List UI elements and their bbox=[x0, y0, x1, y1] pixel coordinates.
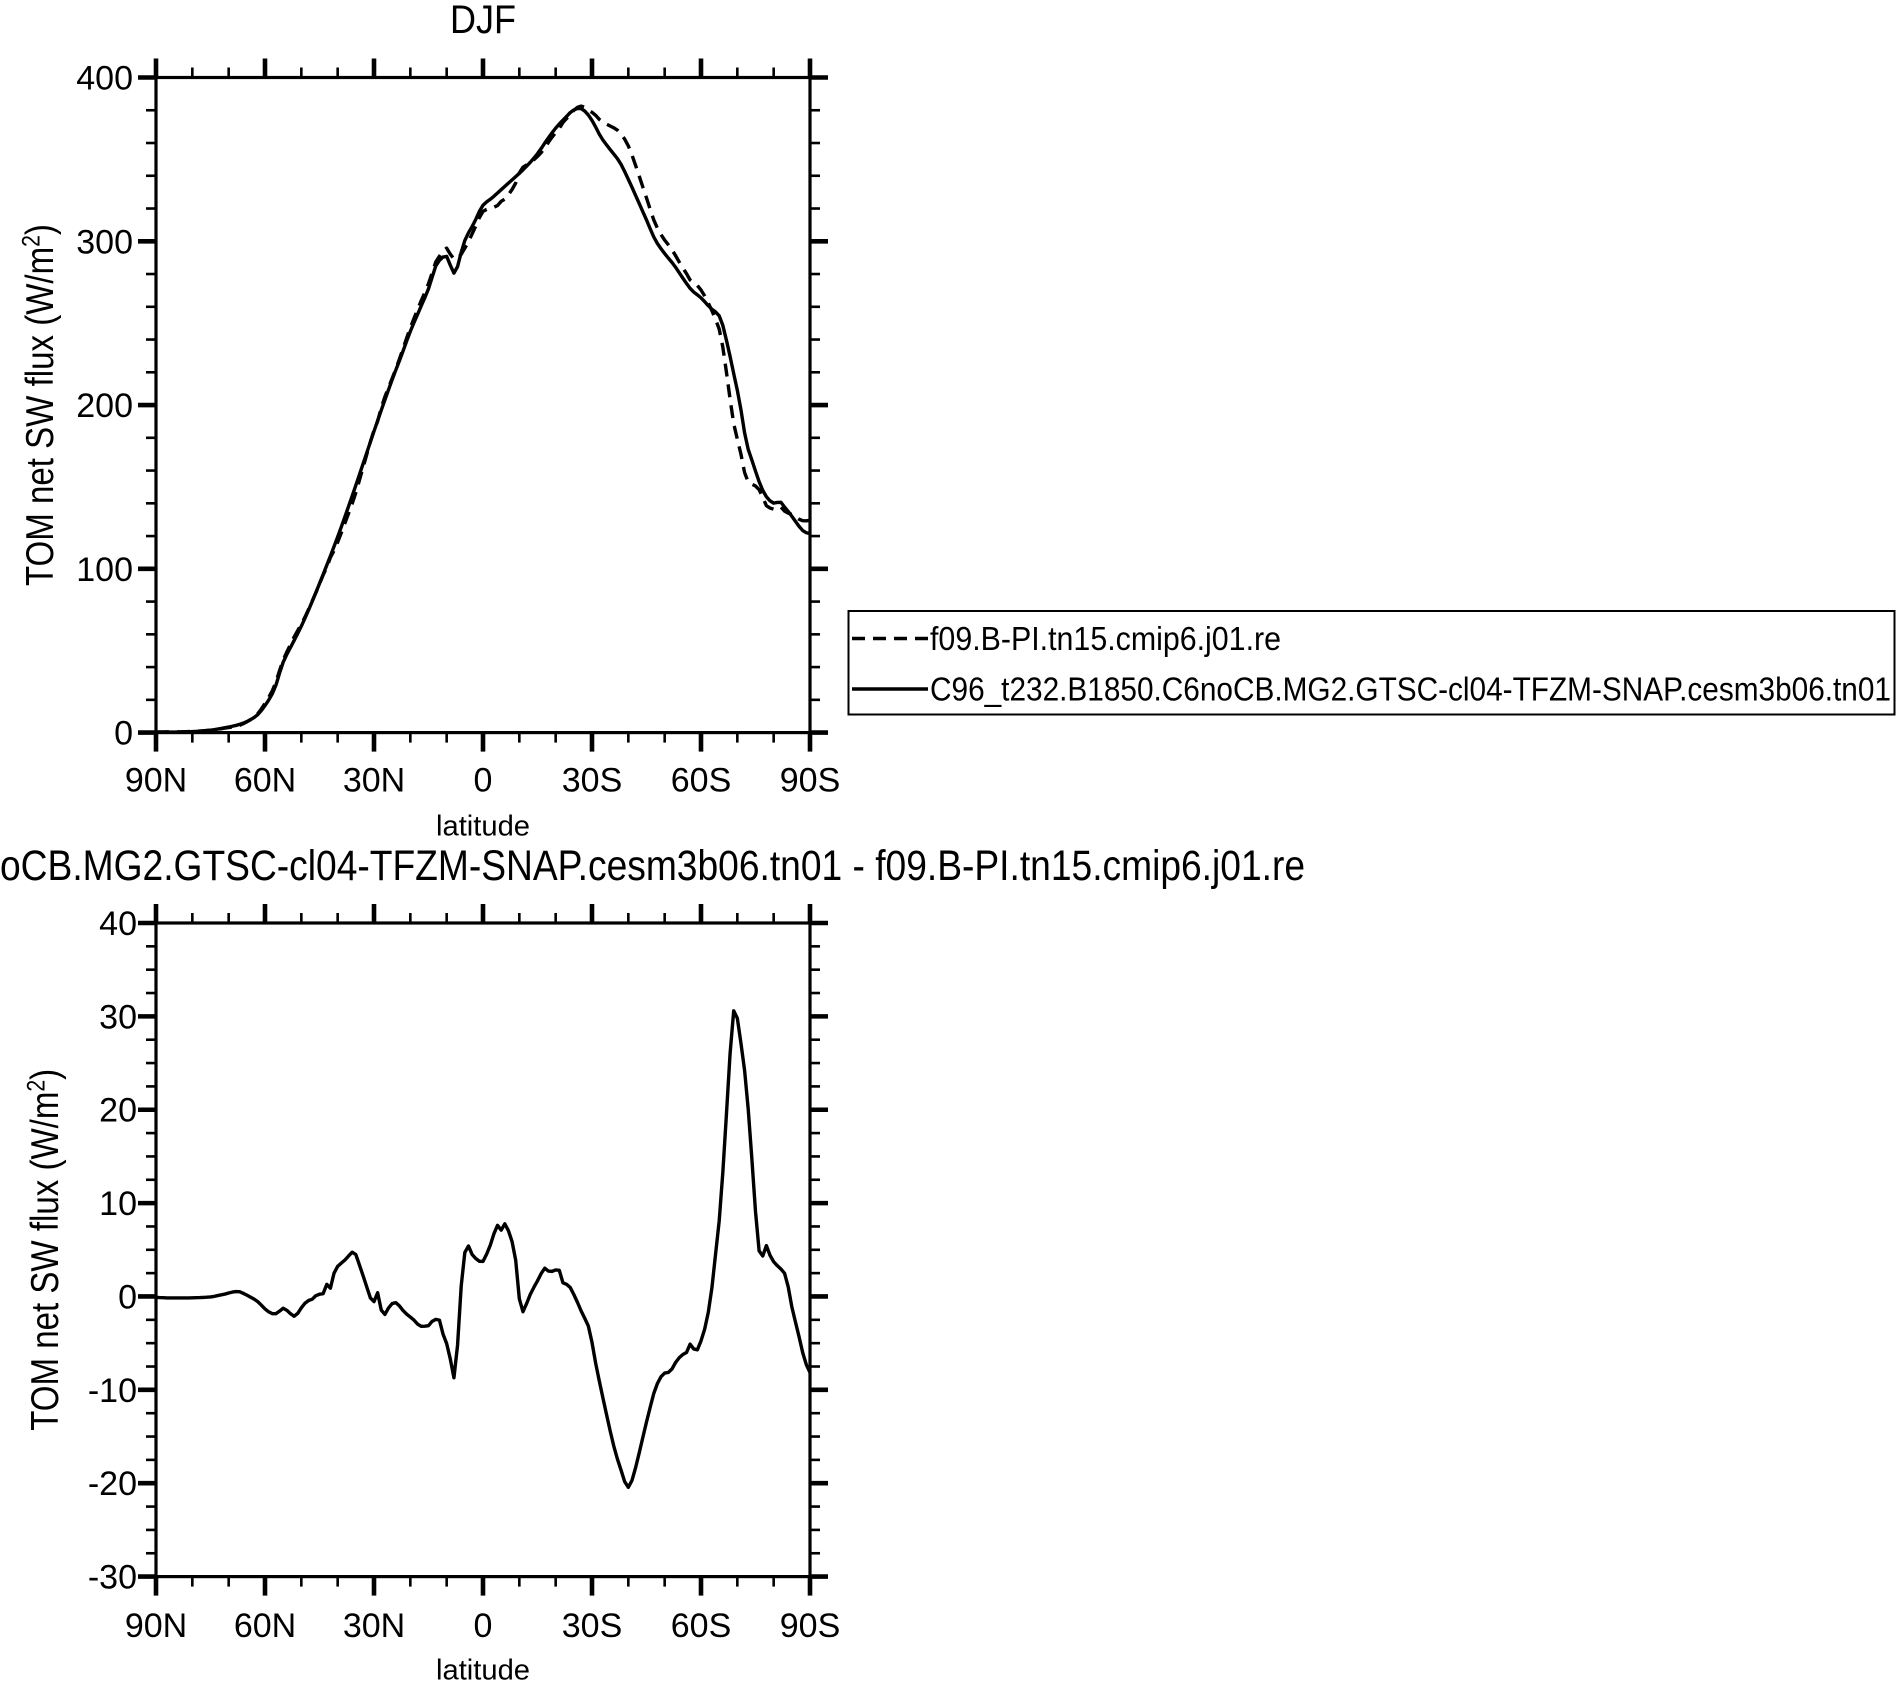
top-panel-y-tick-label: 400 bbox=[76, 60, 133, 98]
top-panel-y-tick-label: 200 bbox=[76, 387, 133, 425]
bottom-panel-x-tick-label: 30S bbox=[562, 1607, 623, 1645]
bottom-panel-x-tick-label: 90N bbox=[125, 1607, 187, 1645]
bottom-panel-y-tick-label: -30 bbox=[88, 1559, 137, 1597]
top-panel-series-solid bbox=[156, 106, 811, 734]
top-panel-x-tick-label: 90S bbox=[780, 762, 841, 800]
bottom-panel-series-solid bbox=[155, 1009, 812, 1490]
bottom-panel-x-tick-label: 60N bbox=[234, 1607, 296, 1645]
bottom-panel-title: oCB.MG2.GTSC-cl04-TFZM-SNAP.cesm3b06.tn0… bbox=[0, 842, 1305, 890]
top-panel-title: DJF bbox=[450, 0, 516, 42]
bottom-panel-x-tick-label: 90S bbox=[780, 1607, 841, 1645]
top-panel-y-tick-label: 0 bbox=[114, 715, 133, 753]
legend-label-dashed: f09.B-PI.tn15.cmip6.j01.re bbox=[930, 620, 1281, 657]
top-panel-xaxis-label: latitude bbox=[436, 811, 530, 843]
top-panel-x-tick-label: 60S bbox=[671, 762, 732, 800]
top-panel-series-dashed bbox=[155, 104, 811, 734]
bottom-panel-x-tick-label: 0 bbox=[474, 1607, 493, 1645]
top-panel-x-tick-label: 0 bbox=[474, 762, 493, 800]
bottom-panel-yaxis-label: TOM net SW flux (W/m2) bbox=[23, 1069, 68, 1431]
bottom-panel-y-tick-label: -10 bbox=[88, 1372, 137, 1410]
top-panel-yaxis-label: TOM net SW flux (W/m2) bbox=[18, 224, 63, 586]
top-panel-frame bbox=[154, 75, 812, 735]
bottom-panel-frame bbox=[154, 921, 812, 1579]
bottom-panel-y-tick-label: -20 bbox=[88, 1465, 137, 1503]
bottom-panel-x-tick-label: 30N bbox=[343, 1607, 405, 1645]
bottom-panel-y-tick-label: 30 bbox=[99, 998, 137, 1036]
top-panel-y-tick-label: 300 bbox=[76, 223, 133, 261]
top-panel-x-tick-label: 60N bbox=[234, 762, 296, 800]
bottom-panel-xaxis-label: latitude bbox=[436, 1655, 530, 1687]
bottom-panel-y-tick-label: 0 bbox=[118, 1278, 137, 1316]
top-panel-x-tick-label: 30S bbox=[562, 762, 623, 800]
legend-box bbox=[847, 610, 1896, 716]
top-panel-x-tick-label: 90N bbox=[125, 762, 187, 800]
bottom-panel-y-tick-label: 20 bbox=[99, 1092, 137, 1130]
legend-label-solid: C96_t232.B1850.C6noCB.MG2.GTSC-cl04-TFZM… bbox=[930, 671, 1891, 708]
bottom-panel-y-tick-label: 40 bbox=[99, 905, 137, 943]
bottom-panel-y-tick-label: 10 bbox=[99, 1185, 137, 1223]
bottom-panel-x-tick-label: 60S bbox=[671, 1607, 732, 1645]
top-panel-y-tick-label: 100 bbox=[76, 551, 133, 589]
top-panel-x-tick-label: 30N bbox=[343, 762, 405, 800]
